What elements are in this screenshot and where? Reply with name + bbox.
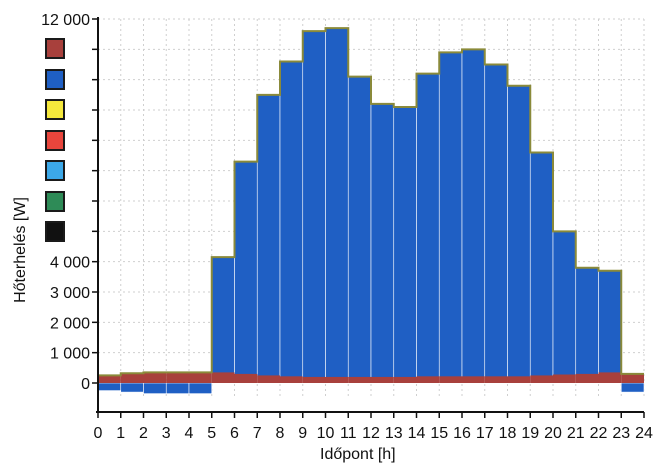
- bar: [143, 372, 167, 383]
- x-tick-label: 16: [453, 425, 471, 442]
- x-tick-label: 9: [298, 425, 307, 442]
- x-tick-label: 1: [116, 425, 125, 442]
- series-outline: [98, 27, 644, 377]
- x-tick-label: 2: [139, 425, 148, 442]
- bar: [484, 64, 508, 384]
- bar: [621, 373, 644, 383]
- legend-swatch: [45, 38, 65, 59]
- bar: [439, 376, 462, 383]
- x-tick-label: 15: [430, 425, 448, 442]
- series-red: [98, 372, 644, 383]
- x-tick-label: 0: [94, 425, 103, 442]
- series-blue: [97, 27, 645, 394]
- x-tick-label: 23: [612, 425, 630, 442]
- bar: [120, 373, 144, 383]
- x-tick-label: 8: [276, 425, 285, 442]
- x-tick-label: 13: [385, 425, 403, 442]
- bar: [256, 94, 281, 384]
- x-tick-label: 5: [207, 425, 216, 442]
- bar: [393, 106, 417, 384]
- bar: [552, 231, 577, 384]
- x-tick-labels: 0 1 2 3 4 5 6 7 8 9 10 11 12 13 14 15 16 17 18 19 20 21 22 23 24: [94, 425, 653, 442]
- bar: [234, 373, 258, 383]
- y-tick-label: 12 000: [41, 12, 90, 29]
- bar: [575, 373, 599, 383]
- y-tick-label: 4 000: [50, 255, 90, 272]
- legend-swatch: [45, 190, 65, 212]
- legend-swatch: [45, 129, 65, 151]
- bar: [211, 372, 235, 383]
- bar: [189, 372, 212, 383]
- bar: [97, 382, 122, 391]
- x-tick-label: 21: [567, 425, 585, 442]
- y-tick-label: 2 000: [50, 315, 90, 332]
- bar: [438, 52, 463, 384]
- x-tick-label: 14: [408, 425, 426, 442]
- x-tick-label: 6: [230, 425, 239, 442]
- x-tick-label: 20: [544, 425, 562, 442]
- y-tick-labels: 0 1 000 2 000 3 000 4 000 12 000: [41, 12, 90, 393]
- x-tick-label: 11: [340, 425, 357, 442]
- y-axis-title: Hőterhelés [W]: [12, 197, 29, 303]
- bar: [211, 256, 235, 384]
- legend: [45, 38, 65, 252]
- bar: [393, 376, 417, 383]
- bar: [370, 103, 395, 384]
- bar: [620, 382, 645, 393]
- bar: [598, 270, 622, 384]
- bar: [98, 375, 121, 383]
- bar: [120, 382, 144, 393]
- y-tick-label: 3 000: [50, 285, 90, 302]
- x-tick-label: 22: [590, 425, 608, 442]
- bar: [530, 375, 553, 383]
- bar: [507, 85, 531, 384]
- bar: [575, 267, 599, 384]
- bar: [325, 27, 349, 384]
- bar: [461, 49, 486, 384]
- x-tick-label: 4: [185, 425, 194, 442]
- axes: [92, 17, 645, 418]
- x-tick-label: 10: [317, 425, 335, 442]
- x-axis-title: Időpont [h]: [320, 446, 396, 463]
- x-tick-label: 18: [499, 425, 517, 442]
- x-tick-label: 19: [521, 425, 539, 442]
- y-tick-label: 1 000: [50, 346, 90, 363]
- bar: [234, 161, 258, 384]
- bar: [598, 372, 622, 383]
- bar: [484, 376, 508, 383]
- bar: [280, 376, 303, 383]
- legend-swatch: [45, 68, 65, 90]
- bar: [462, 376, 485, 383]
- bar: [348, 376, 371, 383]
- bar: [553, 374, 576, 383]
- x-tick-label: 3: [162, 425, 171, 442]
- legend-swatch: [45, 160, 65, 181]
- bar: [416, 376, 440, 383]
- y-axis-title-box: Hőterhelés [W]: [6, 150, 36, 350]
- bar: [302, 376, 326, 383]
- y-tick-label: 0: [81, 376, 90, 393]
- bar: [371, 376, 394, 383]
- x-tick-label: 17: [476, 425, 494, 442]
- bar: [166, 372, 189, 383]
- bar: [416, 73, 440, 384]
- bar: [347, 76, 372, 384]
- bar: [188, 382, 213, 394]
- bar: [279, 61, 304, 384]
- bar: [529, 152, 554, 384]
- x-tick-label: 12: [362, 425, 380, 442]
- legend-swatch: [45, 99, 65, 120]
- bar: [302, 30, 326, 384]
- bar: [325, 376, 349, 383]
- bar: [165, 382, 190, 394]
- bar: [507, 376, 531, 383]
- x-tick-label: 7: [253, 425, 262, 442]
- x-tick-label: 24: [635, 425, 653, 442]
- bar: [143, 382, 167, 394]
- bar: [257, 375, 280, 383]
- legend-swatch: [45, 221, 65, 242]
